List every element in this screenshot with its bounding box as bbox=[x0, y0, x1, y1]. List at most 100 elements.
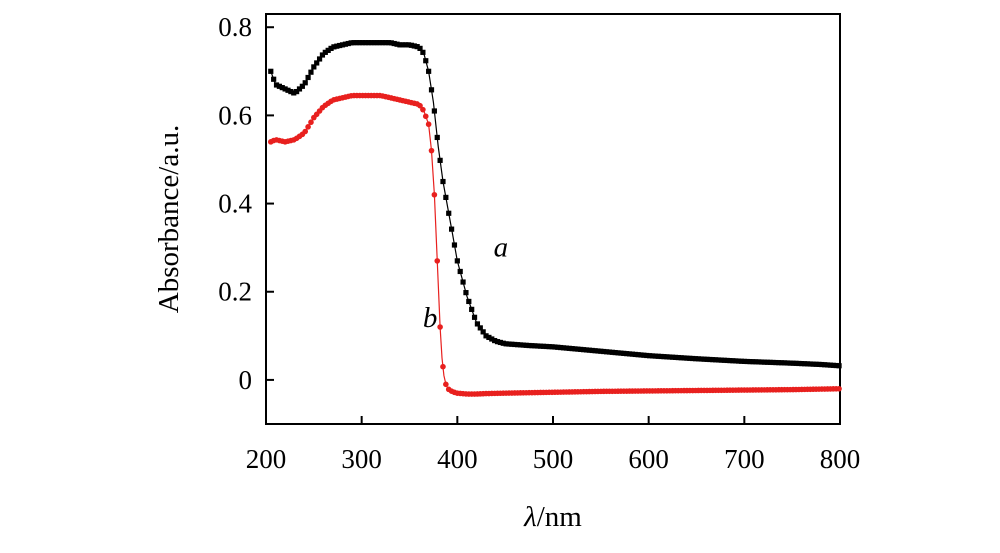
data-point-a bbox=[294, 88, 300, 95]
data-point-a bbox=[649, 353, 656, 359]
data-point-a bbox=[345, 40, 351, 47]
data-point-a bbox=[598, 348, 604, 354]
data-point-a bbox=[592, 348, 598, 354]
data-point-a bbox=[555, 344, 561, 350]
data-point-a bbox=[827, 362, 834, 368]
data-point-a bbox=[552, 344, 558, 350]
data-point-a bbox=[802, 361, 808, 367]
data-point-a bbox=[282, 86, 288, 92]
x-tick-label: 500 bbox=[533, 444, 574, 474]
data-point-a bbox=[761, 359, 768, 365]
data-point-a bbox=[469, 306, 475, 312]
y-tick-label: 0 bbox=[239, 365, 253, 395]
series-label-a: a bbox=[494, 231, 509, 263]
data-point-a bbox=[738, 358, 745, 364]
data-point-a bbox=[793, 360, 799, 366]
data-point-a bbox=[417, 45, 423, 51]
series-b bbox=[267, 92, 842, 397]
data-point-a bbox=[655, 353, 661, 359]
data-point-a bbox=[342, 41, 349, 47]
data-point-a bbox=[339, 42, 346, 48]
data-point-a bbox=[503, 341, 509, 347]
y-axis-title: Absorbance/a.u. bbox=[153, 125, 185, 313]
data-point-a bbox=[494, 339, 501, 345]
data-point-a bbox=[506, 341, 512, 347]
data-point-a bbox=[807, 361, 813, 367]
axes bbox=[265, 13, 841, 425]
data-point-a bbox=[609, 349, 615, 355]
data-point-b bbox=[425, 121, 432, 128]
data-point-a bbox=[638, 352, 644, 358]
data-point-a bbox=[804, 361, 811, 367]
data-point-a bbox=[291, 90, 297, 96]
data-point-b bbox=[308, 119, 314, 126]
data-point-a bbox=[448, 226, 455, 232]
data-point-a bbox=[583, 347, 590, 353]
data-point-a bbox=[434, 134, 440, 141]
data-point-b bbox=[437, 324, 443, 330]
data-point-a bbox=[385, 40, 392, 46]
data-point-a bbox=[374, 40, 380, 46]
data-point-a bbox=[747, 359, 753, 365]
data-point-a bbox=[271, 76, 277, 82]
data-point-a bbox=[632, 351, 638, 358]
data-point-a bbox=[463, 290, 469, 296]
data-point-a bbox=[796, 360, 802, 367]
data-point-a bbox=[756, 359, 762, 365]
data-point-a bbox=[764, 359, 770, 365]
data-point-a bbox=[316, 56, 323, 62]
y-tick-label: 0.6 bbox=[218, 100, 252, 130]
data-point-a bbox=[360, 40, 366, 46]
data-point-a bbox=[824, 362, 831, 368]
data-point-a bbox=[440, 178, 446, 185]
data-point-a bbox=[302, 80, 308, 86]
data-point-a bbox=[480, 329, 486, 335]
data-point-a bbox=[400, 42, 406, 48]
data-point-a bbox=[687, 355, 693, 361]
data-point-a bbox=[532, 343, 538, 349]
data-point-a bbox=[529, 343, 535, 349]
data-point-a bbox=[589, 347, 595, 354]
data-point-a bbox=[629, 351, 636, 357]
data-point-a bbox=[695, 356, 702, 362]
data-point-a bbox=[526, 342, 532, 349]
data-point-a bbox=[644, 352, 650, 359]
x-tick-label: 700 bbox=[724, 444, 765, 474]
data-point-a bbox=[744, 358, 750, 365]
data-point-a bbox=[405, 42, 412, 48]
data-point-a bbox=[733, 358, 739, 364]
data-point-a bbox=[377, 40, 383, 46]
data-point-a bbox=[641, 352, 647, 358]
data-point-a bbox=[710, 357, 716, 363]
data-point-a bbox=[692, 356, 699, 362]
data-point-a bbox=[652, 353, 658, 359]
data-point-a bbox=[586, 347, 592, 353]
data-point-a bbox=[690, 355, 696, 362]
data-point-a bbox=[351, 40, 357, 46]
data-point-a bbox=[451, 242, 458, 248]
data-point-a bbox=[767, 359, 773, 365]
data-point-a bbox=[658, 353, 664, 360]
data-point-a bbox=[394, 41, 400, 47]
data-point-a bbox=[397, 42, 403, 48]
data-point-a bbox=[770, 359, 776, 366]
data-point-a bbox=[781, 360, 788, 366]
data-point-a bbox=[578, 346, 584, 353]
x-tick-label: 200 bbox=[246, 444, 287, 474]
data-point-a bbox=[799, 361, 805, 367]
data-point-a bbox=[813, 361, 819, 367]
x-tick-label: 600 bbox=[628, 444, 669, 474]
data-point-a bbox=[546, 344, 552, 350]
data-point-a bbox=[314, 60, 320, 66]
data-point-a bbox=[563, 345, 569, 351]
data-point-a bbox=[730, 358, 736, 364]
data-point-a bbox=[457, 268, 463, 275]
y-tick-label: 0.4 bbox=[218, 189, 252, 219]
data-point-a bbox=[334, 43, 340, 49]
data-point-a bbox=[371, 40, 377, 46]
data-point-a bbox=[661, 354, 667, 360]
data-point-a bbox=[713, 357, 719, 363]
data-point-a bbox=[718, 357, 724, 363]
data-point-a bbox=[512, 341, 518, 348]
data-point-a bbox=[560, 345, 567, 351]
